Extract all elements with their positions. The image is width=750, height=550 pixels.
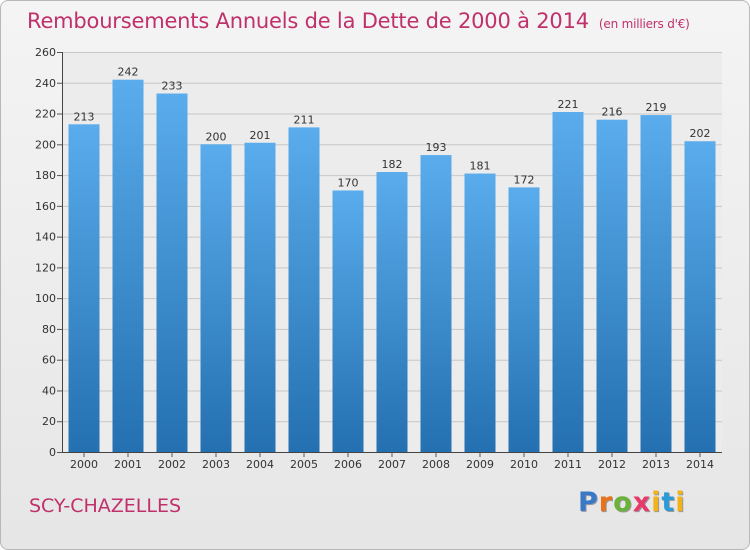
y-tick-label: 120 [35,261,56,274]
bar [420,155,452,453]
bar [156,93,188,453]
y-tick-label: 200 [35,138,56,151]
value-label: 201 [250,129,271,142]
bar [508,187,540,452]
value-label: 181 [470,160,491,173]
chart-title-text: Remboursements Annuels de la Dette de 20… [27,9,589,33]
value-label: 219 [646,101,667,114]
value-label: 211 [294,113,315,126]
y-tick-label: 180 [35,169,56,182]
x-tick-label: 2010 [510,458,538,471]
y-tick-label: 140 [35,231,56,244]
x-tick-label: 2009 [466,458,494,471]
x-tick-label: 2002 [158,458,186,471]
x-tick-label: 2013 [642,458,670,471]
y-tick-label: 240 [35,77,56,90]
x-tick-label: 2007 [378,458,406,471]
value-label: 172 [514,173,535,186]
y-tick-label: 160 [35,200,56,213]
logo-letter: i [651,487,662,518]
value-label: 213 [74,110,95,123]
logo-letter: r [598,487,614,518]
bar [68,124,100,453]
value-label: 193 [426,141,447,154]
bar [684,141,716,452]
proxiti-logo: Proxiti [578,487,686,518]
y-tick-label: 0 [49,446,56,459]
y-tick-label: 40 [42,384,56,397]
chart-title: Remboursements Annuels de la Dette de 20… [27,9,690,33]
bar [200,144,232,453]
y-tick-label: 60 [42,354,56,367]
bar [332,190,364,452]
value-label: 221 [558,98,579,111]
logo-letter: t [661,487,676,518]
value-label: 202 [690,127,711,140]
x-tick-label: 2003 [202,458,230,471]
x-tick-label: 2001 [114,458,142,471]
bar [640,115,672,453]
x-tick-label: 2012 [598,458,626,471]
bar [112,79,144,452]
bar [596,119,628,452]
value-label: 182 [382,158,403,171]
bar [376,172,408,452]
bar [552,112,584,452]
logo-letter: P [578,487,599,518]
x-tick-label: 2011 [554,458,582,471]
y-tick-label: 260 [35,46,56,59]
logo-letter: x [632,487,652,518]
x-tick-label: 2014 [686,458,714,471]
y-tick-label: 100 [35,292,56,305]
y-tick-label: 20 [42,415,56,428]
x-tick-label: 2000 [70,458,98,471]
x-tick-label: 2006 [334,458,362,471]
logo-letter: i [675,487,686,518]
bar [244,142,276,452]
value-label: 216 [602,106,623,119]
bar [288,127,320,452]
x-tick-label: 2005 [290,458,318,471]
value-label: 200 [206,130,227,143]
value-label: 242 [118,66,139,79]
logo-letter: o [613,487,633,518]
x-tick-label: 2008 [422,458,450,471]
x-tick-label: 2004 [246,458,274,471]
chart-unit: (en milliers d'€) [598,17,690,31]
value-label: 170 [338,176,359,189]
y-tick-label: 220 [35,108,56,121]
value-label: 233 [162,80,183,93]
y-tick-label: 80 [42,323,56,336]
bar [464,173,496,453]
town-name: SCY-CHAZELLES [29,495,182,517]
